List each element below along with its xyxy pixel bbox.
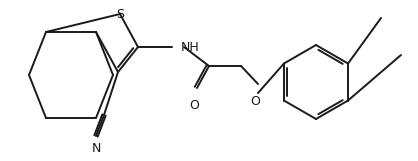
Text: O: O	[250, 95, 260, 108]
Text: NH: NH	[181, 41, 200, 53]
Text: O: O	[189, 99, 199, 112]
Text: S: S	[116, 8, 124, 20]
Text: N: N	[91, 142, 101, 155]
